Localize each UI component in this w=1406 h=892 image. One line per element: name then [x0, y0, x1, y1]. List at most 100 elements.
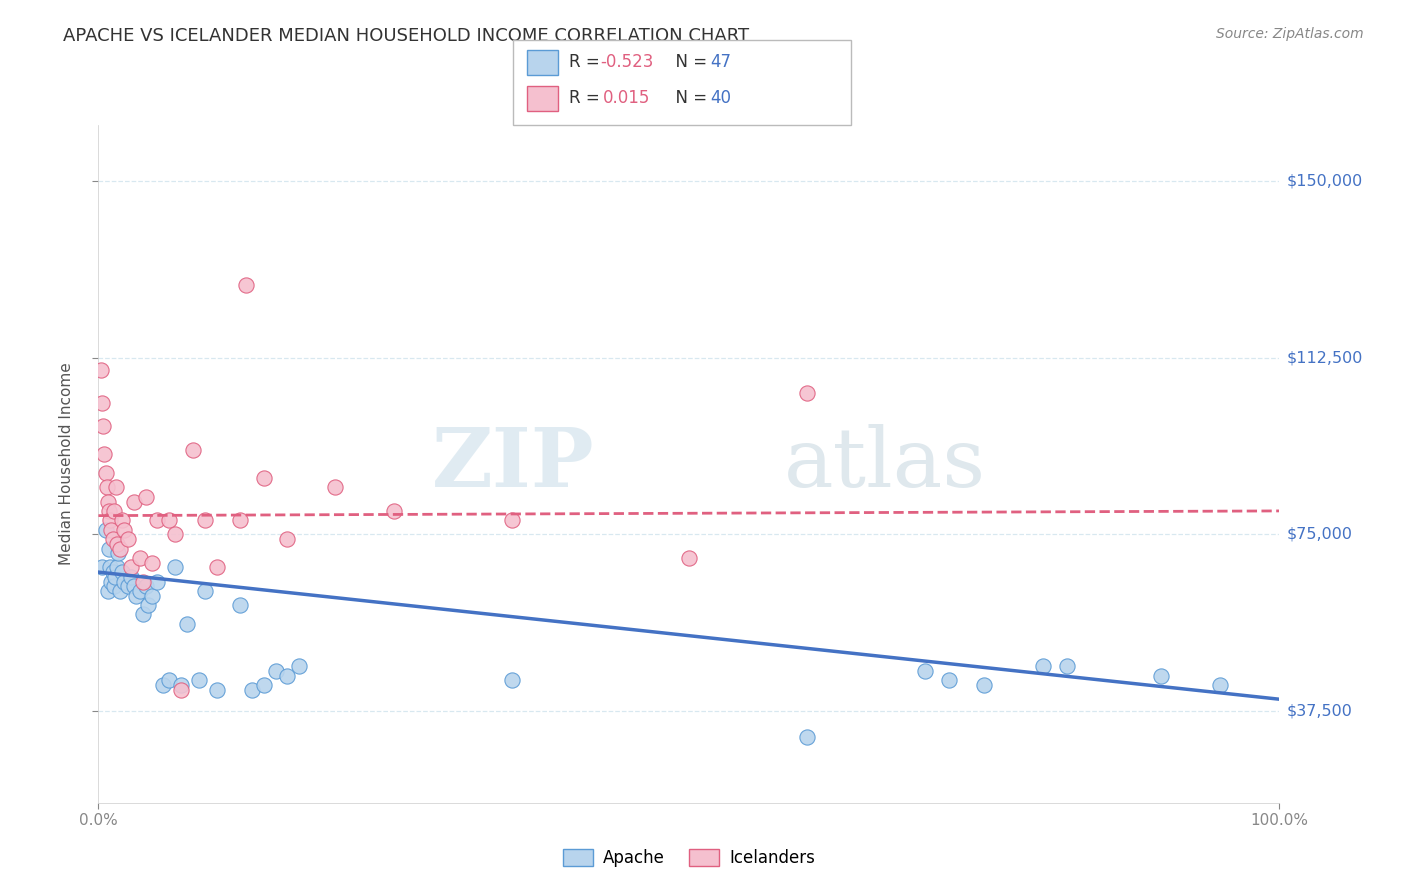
Text: $37,500: $37,500 — [1286, 704, 1353, 718]
Point — [122, 494, 145, 508]
Point — [125, 589, 148, 603]
Point — [91, 419, 114, 434]
Point — [104, 570, 127, 584]
Point — [235, 277, 257, 292]
Point — [101, 565, 124, 579]
Point — [91, 560, 114, 574]
Point — [98, 541, 121, 556]
Point — [96, 480, 118, 494]
Text: -0.523: -0.523 — [600, 54, 654, 71]
Point — [1150, 669, 1173, 683]
Point — [97, 584, 120, 599]
Point — [1056, 659, 1078, 673]
Point — [93, 447, 115, 461]
Point — [176, 616, 198, 631]
Text: ZIP: ZIP — [432, 424, 595, 504]
Text: 40: 40 — [710, 89, 731, 107]
Point — [796, 386, 818, 401]
Text: 0.015: 0.015 — [603, 89, 651, 107]
Point — [276, 669, 298, 683]
Point — [146, 513, 169, 527]
Point — [382, 504, 405, 518]
Point — [121, 560, 143, 574]
Point — [796, 730, 818, 744]
Point — [108, 541, 131, 556]
Point — [914, 664, 936, 678]
Point — [103, 579, 125, 593]
Point — [112, 523, 135, 537]
Text: $112,500: $112,500 — [1286, 351, 1362, 366]
Point — [136, 598, 159, 612]
Point — [501, 513, 523, 527]
Point — [100, 523, 122, 537]
Y-axis label: Median Household Income: Median Household Income — [59, 362, 75, 566]
Point — [170, 678, 193, 692]
Point — [157, 673, 180, 688]
Point — [122, 579, 145, 593]
Point — [128, 551, 150, 566]
Point — [98, 560, 121, 574]
Point — [1032, 659, 1054, 673]
Point — [128, 584, 150, 599]
Text: 47: 47 — [710, 54, 731, 71]
Point — [94, 467, 117, 481]
Point — [501, 673, 523, 688]
Point — [117, 532, 139, 546]
Point — [135, 490, 157, 504]
Point — [165, 527, 187, 541]
Point — [253, 678, 276, 692]
Point — [323, 480, 346, 494]
Point — [105, 537, 128, 551]
Point — [146, 574, 169, 589]
Point — [141, 556, 163, 570]
Point — [100, 574, 122, 589]
Point — [678, 551, 700, 566]
Point — [170, 682, 193, 697]
Point — [101, 532, 124, 546]
Point — [97, 494, 120, 508]
Point — [98, 513, 121, 527]
Text: APACHE VS ICELANDER MEDIAN HOUSEHOLD INCOME CORRELATION CHART: APACHE VS ICELANDER MEDIAN HOUSEHOLD INC… — [63, 27, 749, 45]
Point — [240, 682, 263, 697]
Point — [91, 395, 114, 409]
Point — [187, 673, 209, 688]
Point — [105, 560, 128, 574]
Point — [205, 682, 228, 697]
Point — [107, 546, 129, 560]
Point — [152, 678, 174, 692]
Point — [111, 565, 134, 579]
Point — [141, 589, 163, 603]
Point — [194, 584, 217, 599]
Point — [973, 678, 995, 692]
Text: Source: ZipAtlas.com: Source: ZipAtlas.com — [1216, 27, 1364, 41]
Point — [121, 570, 143, 584]
Point — [135, 579, 157, 593]
Text: R =: R = — [569, 89, 610, 107]
Point — [90, 362, 112, 376]
Point — [229, 598, 252, 612]
Point — [165, 560, 187, 574]
Point — [105, 480, 128, 494]
Point — [112, 574, 135, 589]
Text: atlas: atlas — [783, 424, 986, 504]
Point — [132, 574, 155, 589]
Text: $75,000: $75,000 — [1286, 527, 1353, 542]
Point — [108, 584, 131, 599]
Point — [205, 560, 228, 574]
Point — [94, 523, 117, 537]
Text: N =: N = — [665, 89, 713, 107]
Point — [288, 659, 311, 673]
Point — [194, 513, 217, 527]
Text: $150,000: $150,000 — [1286, 174, 1362, 189]
Point — [938, 673, 960, 688]
Point — [181, 442, 204, 457]
Point — [229, 513, 252, 527]
Text: R =: R = — [569, 54, 606, 71]
Point — [132, 607, 155, 622]
Point — [264, 664, 287, 678]
Point — [253, 471, 276, 485]
Point — [276, 532, 298, 546]
Point — [1209, 678, 1232, 692]
Point — [111, 513, 134, 527]
Legend: Apache, Icelanders: Apache, Icelanders — [554, 841, 824, 876]
